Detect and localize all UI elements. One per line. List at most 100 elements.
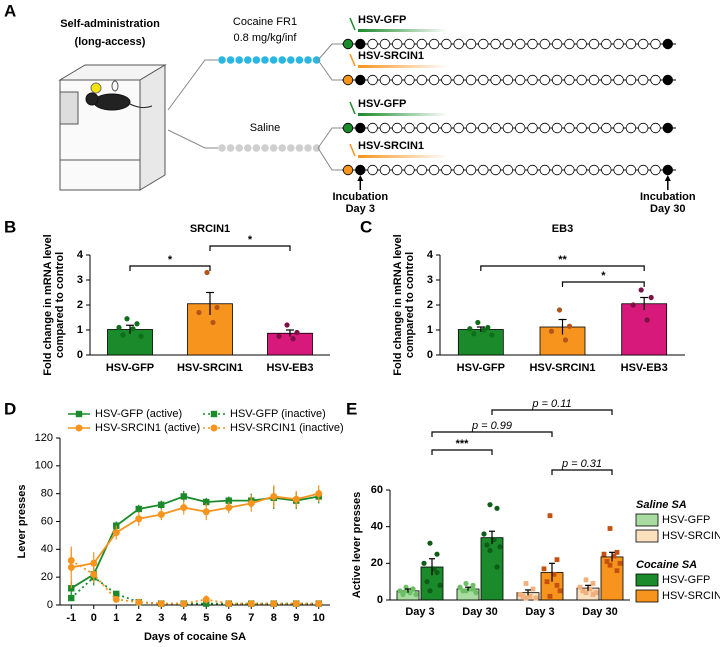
y-tick-label: 1 [77, 324, 83, 336]
session [342, 164, 354, 176]
x-tick-label: 1 [113, 612, 119, 624]
session [625, 38, 637, 50]
data-point [547, 593, 553, 599]
cocaine-dot [252, 56, 261, 64]
data-point [397, 588, 403, 594]
session [539, 164, 551, 176]
data-point [607, 562, 613, 568]
marker [157, 511, 165, 519]
arrow-head [664, 175, 671, 181]
data-point [611, 553, 617, 559]
saline-dot [312, 144, 321, 152]
data-point [533, 595, 539, 601]
data-point [547, 513, 553, 519]
incubation-label: Day 3 [346, 203, 375, 215]
session [416, 74, 428, 86]
data-point [491, 536, 497, 543]
session [478, 38, 489, 50]
session [379, 164, 391, 176]
session [601, 74, 612, 86]
x-tick-label: 3 [158, 612, 164, 624]
tick-stroke [349, 17, 356, 31]
session [478, 164, 489, 176]
y-tick-label: 60 [371, 484, 383, 496]
session [441, 38, 452, 50]
data-point [523, 595, 529, 601]
session [355, 74, 366, 86]
data-point [463, 580, 469, 587]
session [613, 122, 624, 134]
data-point [470, 582, 476, 588]
y-tick-label: 100 [35, 460, 53, 472]
legend-swatch [635, 573, 659, 587]
session [625, 122, 637, 134]
data-point [604, 559, 610, 564]
data-point [583, 577, 589, 583]
marker [135, 505, 142, 513]
vector-label: HSV-SRCIN1 [358, 140, 424, 152]
data-point [494, 505, 500, 511]
series-line [71, 492, 319, 569]
marker [247, 600, 255, 608]
session [576, 74, 587, 86]
session [502, 164, 514, 176]
y-tick-label: 1 [427, 324, 433, 336]
connector [317, 43, 342, 61]
session [515, 122, 526, 134]
data-point [421, 560, 427, 566]
connector [317, 59, 342, 81]
data-point [577, 584, 583, 590]
marker [202, 595, 210, 603]
x-tick-label: Day 30 [582, 606, 617, 618]
session [638, 122, 649, 134]
session [428, 122, 440, 134]
annotation: ** [558, 254, 567, 266]
data-point [544, 579, 550, 585]
session [342, 122, 354, 134]
y-tick-label: 3 [77, 274, 83, 286]
session [404, 164, 415, 176]
data-point [517, 592, 523, 597]
annotation: p = 0.31 [561, 458, 602, 470]
session [601, 122, 612, 134]
tick-stroke [349, 53, 356, 67]
data-point [214, 304, 220, 311]
session [465, 164, 477, 176]
session [625, 164, 637, 176]
data-point [583, 590, 589, 596]
operant-box [58, 64, 167, 191]
vector-bar [358, 155, 448, 158]
session [588, 122, 600, 134]
x-tick-label: HSV-SRCIN1 [177, 362, 243, 374]
data-point [471, 331, 477, 337]
session [404, 122, 415, 134]
vector-label: HSV-SRCIN1 [358, 50, 424, 62]
session [490, 164, 501, 176]
marker [135, 515, 143, 523]
data-point [590, 592, 596, 597]
legend-swatch [635, 589, 659, 603]
session [613, 38, 624, 50]
saline-dot [252, 144, 261, 152]
cocaine-dot [218, 56, 226, 64]
session [650, 164, 661, 176]
y-tick-label: 0 [427, 349, 433, 361]
session [638, 164, 649, 176]
bar [621, 303, 668, 356]
data-point [551, 571, 557, 577]
marker [292, 495, 300, 503]
saline-dot [304, 144, 312, 152]
session [527, 164, 538, 176]
annotation: *** [456, 438, 470, 450]
session [564, 74, 575, 86]
session [379, 122, 391, 134]
session [367, 122, 378, 134]
session [355, 122, 366, 134]
bar [457, 329, 504, 356]
cocaine-dot [244, 56, 252, 64]
session [342, 38, 354, 50]
cocaine-label: Cocaine FR1 [233, 16, 297, 28]
panel-label: E [346, 399, 357, 418]
data-point [527, 593, 533, 599]
x-tick-label: 0 [91, 612, 97, 624]
